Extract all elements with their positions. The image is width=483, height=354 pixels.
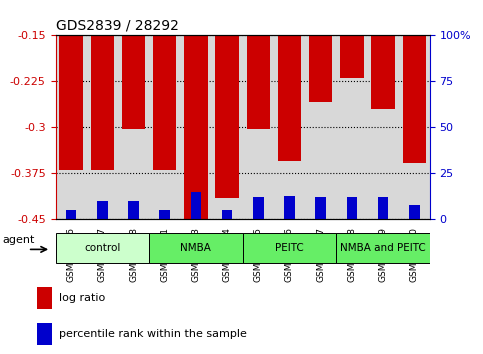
Bar xyxy=(66,210,76,219)
Text: agent: agent xyxy=(3,235,35,245)
Bar xyxy=(180,35,212,219)
Bar xyxy=(153,35,176,170)
Bar xyxy=(122,35,145,129)
Bar xyxy=(149,35,180,219)
Bar xyxy=(222,210,232,219)
Bar xyxy=(159,210,170,219)
Bar xyxy=(59,35,83,170)
Bar xyxy=(118,35,149,219)
Bar xyxy=(87,35,118,219)
Text: log ratio: log ratio xyxy=(59,293,105,303)
Bar xyxy=(378,198,388,219)
Bar xyxy=(305,35,336,219)
Text: NMBA and PEITC: NMBA and PEITC xyxy=(340,243,426,253)
Bar xyxy=(212,35,242,219)
Bar xyxy=(274,35,305,219)
Bar xyxy=(368,35,398,219)
Bar xyxy=(56,233,149,263)
Bar xyxy=(184,35,208,221)
Bar xyxy=(56,35,87,219)
Bar xyxy=(336,233,430,263)
Bar xyxy=(128,201,139,219)
Text: PEITC: PEITC xyxy=(275,243,304,253)
Bar xyxy=(253,198,264,219)
Bar xyxy=(37,287,53,309)
Bar xyxy=(347,198,357,219)
Bar xyxy=(242,233,336,263)
Bar xyxy=(247,35,270,129)
Bar xyxy=(97,201,108,219)
Bar xyxy=(398,35,430,219)
Bar xyxy=(315,198,326,219)
Bar xyxy=(371,35,395,109)
Text: control: control xyxy=(84,243,121,253)
Bar xyxy=(409,205,420,219)
Text: NMBA: NMBA xyxy=(181,243,212,253)
Bar xyxy=(191,192,201,219)
Bar xyxy=(284,195,295,219)
Bar xyxy=(37,323,53,345)
Text: percentile rank within the sample: percentile rank within the sample xyxy=(59,329,247,339)
Bar xyxy=(278,35,301,161)
Text: GDS2839 / 28292: GDS2839 / 28292 xyxy=(56,19,178,33)
Bar xyxy=(242,35,274,219)
Bar xyxy=(309,35,332,102)
Bar xyxy=(402,35,426,163)
Bar xyxy=(91,35,114,170)
Bar xyxy=(215,35,239,198)
Bar xyxy=(149,233,242,263)
Bar xyxy=(336,35,368,219)
Bar xyxy=(340,35,364,78)
